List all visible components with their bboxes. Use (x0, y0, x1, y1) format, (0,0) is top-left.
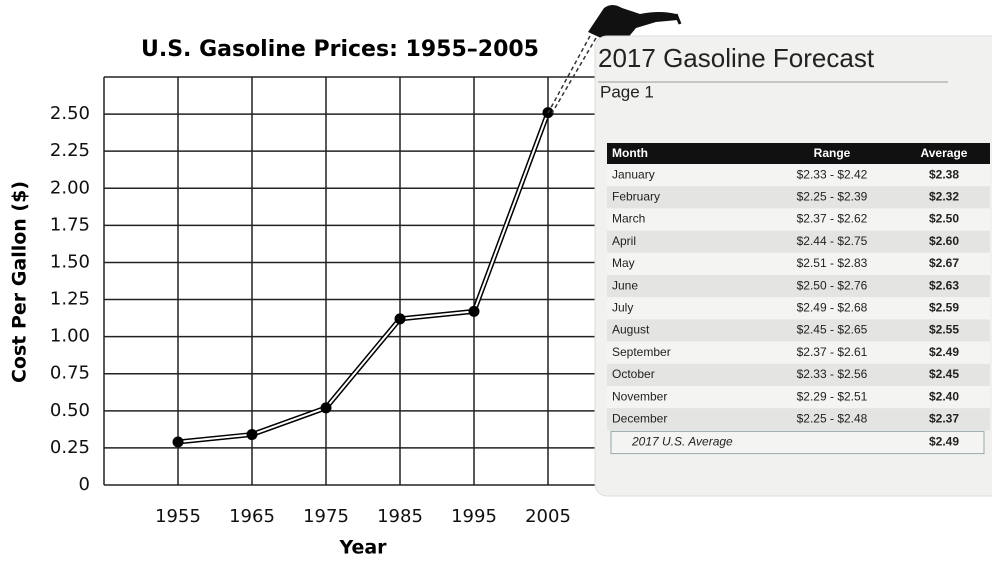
table-cell: $2.55 (929, 323, 959, 337)
x-tick-label: 2005 (525, 506, 571, 527)
table-cell: October (612, 367, 655, 381)
point (173, 436, 184, 447)
page: U.S. Gasoline Prices: 1955–2005 Year Cos… (0, 0, 992, 561)
x-axis-label: Year (338, 537, 387, 559)
y-tick-label: 1.00 (50, 326, 90, 347)
table-cell: $2.25 - $2.39 (797, 189, 868, 203)
table-cell: $2.45 - $2.65 (797, 323, 868, 337)
forecast-subtitle: Page 1 (600, 82, 654, 101)
point (247, 429, 258, 440)
table-cell: $2.40 (929, 389, 959, 403)
y-tick-label: 1.75 (50, 214, 90, 235)
table-cell: $2.67 (929, 256, 959, 270)
table-cell: August (612, 323, 650, 337)
table-cell: $2.37 - $2.62 (797, 212, 868, 226)
table-cell: $2.50 - $2.76 (797, 278, 868, 292)
table-cell: $2.63 (929, 278, 959, 292)
table-cell: $2.33 - $2.56 (797, 367, 868, 381)
table-cell: November (612, 389, 667, 403)
table-footer: 2017 U.S. Average (631, 435, 733, 449)
table-header: Range (814, 146, 851, 160)
y-tick-label: 1.25 (50, 289, 90, 310)
x-tick-label: 1965 (229, 506, 275, 527)
table-cell: May (612, 256, 635, 270)
y-tick-label: 0.75 (50, 363, 90, 384)
line-highlight (178, 113, 548, 442)
table-cell: June (612, 278, 638, 292)
table-header: Average (921, 146, 968, 160)
table-cell: $2.60 (929, 234, 959, 248)
table-footer: $2.49 (929, 435, 959, 449)
point (469, 306, 480, 317)
table-cell: March (612, 212, 645, 226)
table-cell: $2.32 (929, 189, 959, 203)
line (178, 113, 548, 442)
table-cell: December (612, 411, 667, 425)
forecast-title: 2017 Gasoline Forecast (598, 43, 875, 73)
table-cell: $2.37 - $2.61 (797, 345, 868, 359)
y-tick-label: 2.00 (50, 177, 90, 198)
y-tick-label: 0.25 (50, 437, 90, 458)
table-cell: $2.50 (929, 212, 959, 226)
table-header: Month (612, 146, 648, 160)
table-cell: $2.38 (929, 167, 959, 181)
table-cell: April (612, 234, 636, 248)
forecast-panel: 2017 Gasoline Forecast Page 1 Month Range… (595, 36, 992, 496)
table-cell: February (612, 189, 660, 203)
point (321, 402, 332, 413)
table-cell: $2.33 - $2.42 (797, 167, 868, 181)
table-cell: September (612, 345, 671, 359)
x-tick-label: 1985 (377, 506, 423, 527)
table-cell: $2.59 (929, 300, 959, 314)
table-cell: $2.29 - $2.51 (797, 389, 868, 403)
table-cell: $2.49 (929, 345, 959, 359)
table-cell: $2.25 - $2.48 (797, 411, 868, 425)
point (395, 313, 406, 324)
table-cell: July (612, 300, 633, 314)
table-cell: $2.37 (929, 411, 959, 425)
y-tick-label: 0 (79, 474, 90, 495)
y-tick-label: 2.50 (50, 103, 90, 124)
chart-title: U.S. Gasoline Prices: 1955–2005 (141, 37, 539, 62)
table-cell: $2.51 - $2.83 (797, 256, 868, 270)
y-tick-label: 1.50 (50, 251, 90, 272)
table-cell: $2.45 (929, 367, 959, 381)
y-tick-label: 0.50 (50, 400, 90, 421)
y-axis-label: Cost Per Gallon ($) (9, 181, 31, 383)
table-cell: January (612, 167, 655, 181)
y-tick-label: 2.25 (50, 140, 90, 161)
plot: 0 0.25 0.50 0.75 1.00 1.25 1.50 1.75 2.00 2.25 2.5… (50, 77, 622, 527)
x-tick-label: 1955 (155, 506, 201, 527)
table-cell: $2.44 - $2.75 (797, 234, 868, 248)
x-tick-label: 1995 (451, 506, 497, 527)
table-cell: $2.49 - $2.68 (797, 300, 868, 314)
x-tick-label: 1975 (303, 506, 349, 527)
